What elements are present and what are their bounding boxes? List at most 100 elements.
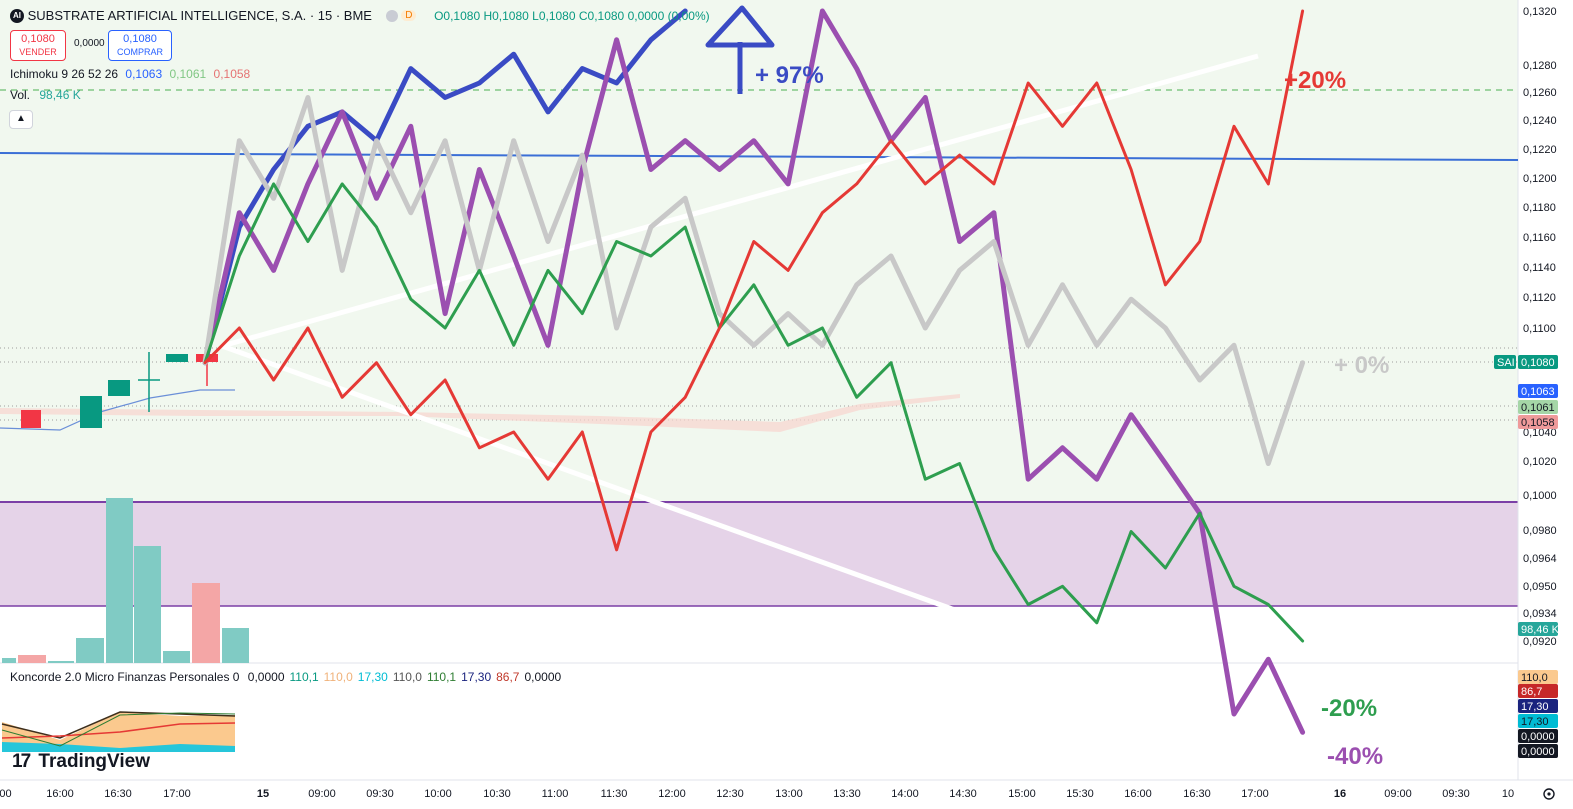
volume-bar (163, 651, 190, 663)
price-tag-text: 110,0 (1521, 672, 1548, 684)
volume-bar (134, 546, 161, 663)
price-tag: 98,46 K (1518, 622, 1560, 636)
price-scale-label: 0,0950 (1523, 581, 1557, 593)
time-axis-label: 12:00 (658, 788, 686, 800)
volume-label: Vol. (10, 88, 31, 102)
scenario-line-purple (202, 8, 1306, 735)
status-dot-grey (385, 9, 398, 22)
ichimoku-value-3: 0,1058 (213, 67, 251, 81)
price-tag-text: 0,1063 (1521, 386, 1555, 398)
koncorde-area-cyan (2, 742, 235, 752)
scenario-line-green (203, 182, 1305, 643)
koncorde-value: 110,1 (289, 670, 319, 684)
time-axis-label: 15:00 (1008, 788, 1036, 800)
price-scale-label: 0,0934 (1523, 608, 1557, 620)
candle (166, 354, 188, 362)
price-scale-label: 0,1040 (1523, 427, 1557, 439)
price-tag: 0,1063 (1518, 384, 1558, 398)
time-axis-label: 16:00 (46, 788, 74, 800)
koncorde-line-dark (1, 711, 236, 739)
up-arrow (705, 5, 775, 94)
sell-button[interactable]: 0,1080 VENDER (10, 30, 66, 61)
price-scale-label: 0,1100 (1523, 323, 1556, 335)
price-tag-text: 0,0000 (1521, 746, 1555, 758)
annotation-plus-20: +20% (1284, 67, 1346, 94)
price-tag: 0,0000 (1518, 744, 1558, 758)
time-axis-label: 14:30 (949, 788, 977, 800)
time-axis[interactable]: :00 16:00 16:30 17:00 15 09:00 09:30 10:00 10:30… (0, 788, 1514, 800)
candle (80, 396, 102, 428)
price-tag-text: 17,30 (1521, 716, 1549, 728)
price-scale-label: 0,1180 (1523, 202, 1556, 214)
scenario-line-red (203, 9, 1305, 552)
koncorde-legend[interactable]: Koncorde 2.0 Micro Finanzas Personales 0… (10, 670, 561, 684)
time-axis-label: 16 (1334, 788, 1346, 800)
tradingview-logo-text: TradingView (38, 751, 150, 772)
price-scale-label: 0,1140 (1523, 262, 1556, 274)
ichimoku-legend[interactable]: Ichimoku 9 26 52 26 0,1063 0,1061 0,1058 (10, 67, 250, 81)
price-scale-label: 0,1280 (1523, 60, 1557, 72)
price-tag: 0,1061 (1518, 400, 1558, 414)
volume-bar (222, 628, 249, 663)
price-tag: 17,30 (1518, 714, 1558, 728)
time-axis-label: 09:30 (1442, 788, 1470, 800)
koncorde-values: 0,0000 110,1 110,0 17,30 110,0 110,1 17,30 86,7… (243, 670, 561, 684)
volume-legend[interactable]: Vol. 98,46 K (10, 88, 81, 102)
symbol-header: AI SUBSTRATE ARTIFICIAL INTELLIGENCE, S.… (10, 7, 710, 23)
volume-bar (48, 661, 74, 663)
plot-background (0, 0, 1518, 502)
time-axis-label: 15:30 (1066, 788, 1094, 800)
time-axis-label: 13:30 (833, 788, 861, 800)
koncorde-value: 110,0 (392, 670, 422, 684)
chevron-up-icon: ▲ (16, 113, 26, 124)
volume-bar (18, 655, 46, 663)
koncorde-value: 86,7 (496, 670, 520, 684)
ichimoku-kijun (0, 389, 235, 431)
price-tag: 86,7 (1518, 684, 1558, 698)
trend-line-upper (221, 53, 1259, 349)
price-tag: 0,1080 SAI (1494, 355, 1558, 369)
candle (21, 410, 41, 428)
price-scale-label: 0,1000 (1523, 490, 1557, 502)
buy-button[interactable]: 0,1080 COMPRAR (108, 30, 172, 61)
spread-value: 0,0000 (74, 38, 105, 49)
price-scale-label: 0,0920 (1523, 636, 1557, 648)
price-scale[interactable]: 0,1320 0,1280 0,1260 0,1240 0,1220 0,1200 0,11… (1523, 6, 1557, 648)
symbol-title[interactable]: SUBSTRATE ARTIFICIAL INTELLIGENCE, S.A. … (27, 8, 372, 24)
price-tag-symbol: SAI (1497, 357, 1515, 369)
koncorde-value: 17,30 (461, 670, 492, 684)
ichimoku-value-1: 0,1063 (125, 67, 163, 81)
sell-price: 0,1080 (21, 33, 55, 45)
price-scale-label: 0,1260 (1523, 87, 1557, 99)
collapse-legend-button[interactable]: ▲ (9, 110, 33, 129)
koncorde-value: 17,30 (357, 670, 388, 684)
price-scale-label: 0,1220 (1523, 144, 1557, 156)
tradingview-logo[interactable]: 17 TradingView (12, 751, 150, 773)
price-scale-label: 0,0980 (1523, 525, 1557, 537)
ichimoku-cloud (0, 394, 960, 432)
time-axis-label: :00 (0, 788, 12, 800)
ichimoku-value-2: 0,1061 (169, 67, 207, 81)
volume-bar (192, 583, 220, 663)
price-tag-text: 0,0000 (1521, 731, 1555, 743)
koncorde-value: 110,0 (323, 670, 353, 684)
price-tag-text: 17,30 (1521, 701, 1549, 713)
time-axis-label: 09:30 (366, 788, 394, 800)
koncorde-line-green (1, 712, 236, 747)
price-scale-label: 0,1240 (1523, 115, 1557, 127)
time-axis-label: 14:00 (891, 788, 919, 800)
time-axis-label: 15 (257, 788, 269, 800)
tradingview-logo-icon: 17 (12, 751, 31, 772)
settings-icon[interactable] (1543, 788, 1555, 800)
price-tag: 110,0 (1518, 670, 1558, 684)
koncorde-value: 110,1 (426, 670, 457, 684)
delayed-badge[interactable]: D (401, 10, 417, 22)
time-axis-label: 09:00 (308, 788, 336, 800)
time-axis-label: 16:30 (104, 788, 132, 800)
price-scale-label: 0,1020 (1523, 456, 1557, 468)
price-tag-text: 0,1058 (1521, 417, 1555, 429)
scenario-line-grey (202, 95, 1306, 466)
annotation-minus-40: -40% (1327, 743, 1383, 770)
volume-bars (2, 498, 249, 663)
